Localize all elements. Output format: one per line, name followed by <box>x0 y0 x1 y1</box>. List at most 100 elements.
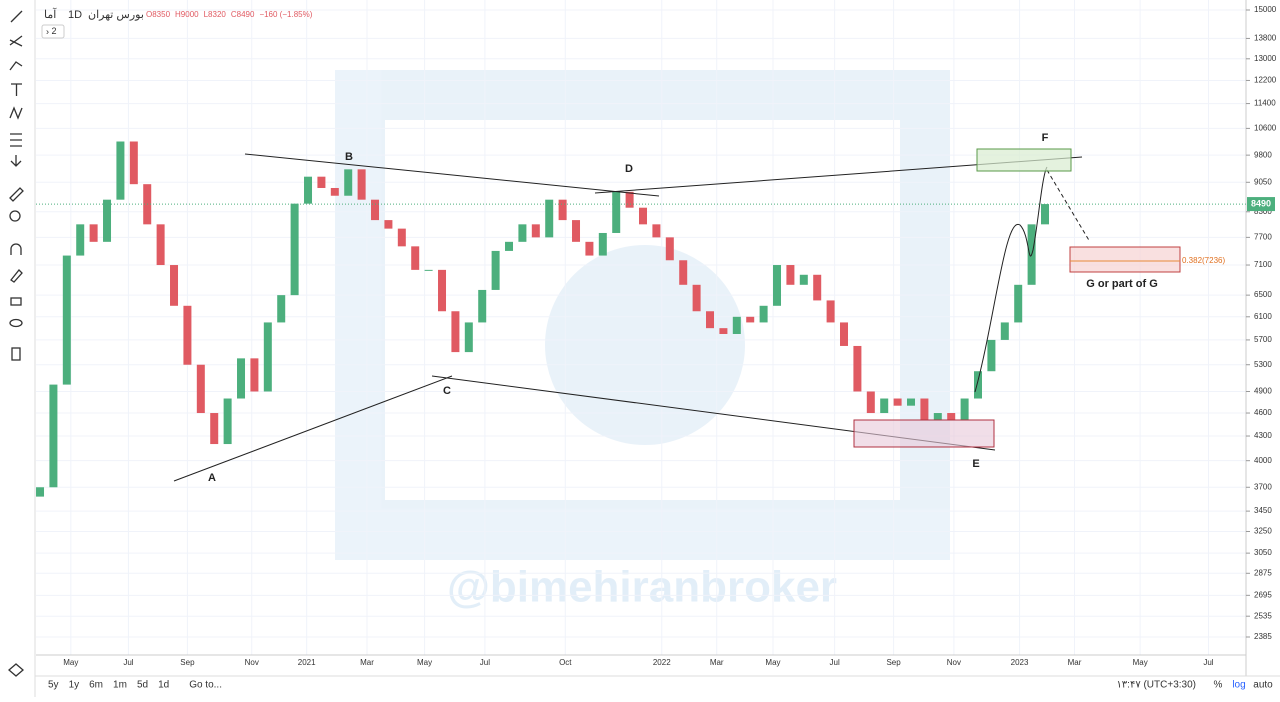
candle <box>317 176 326 188</box>
y-tick-label: 3250 <box>1254 527 1272 536</box>
candle <box>397 228 406 247</box>
x-tick-label: Jul <box>830 658 840 667</box>
x-tick-label: 2023 <box>1011 658 1029 667</box>
y-tick-label: 15000 <box>1254 5 1277 14</box>
candle <box>62 255 71 385</box>
x-tick-label: Jul <box>123 658 133 667</box>
candle <box>250 358 259 392</box>
x-tick-label: Jul <box>1203 658 1213 667</box>
indicator-count-value: 2 <box>52 26 57 36</box>
candle <box>773 265 782 306</box>
candle <box>424 269 433 271</box>
x-tick-label: Mar <box>710 658 724 667</box>
tool-trash[interactable] <box>11 347 21 361</box>
candle <box>531 224 540 238</box>
tool-eye[interactable] <box>9 318 23 328</box>
candle <box>545 199 554 238</box>
tool-brush[interactable] <box>9 61 23 71</box>
range-button[interactable]: 1y <box>69 680 80 691</box>
last-price-label: 8490 <box>1251 198 1271 208</box>
candle <box>893 398 902 406</box>
clock: ۱۳:۴۷ (UTC+3:30) <box>1116 680 1196 691</box>
candle <box>344 169 353 196</box>
x-tick-label: May <box>1133 658 1148 667</box>
watermark-logo <box>335 70 950 560</box>
interval[interactable]: 1D <box>68 9 82 21</box>
tool-line[interactable] <box>10 10 23 23</box>
legend: O8350 H9000 L8320 C8490 −160 (−1.85%) <box>146 10 313 19</box>
tool-ruler[interactable] <box>9 187 24 202</box>
y-tick-label: 5700 <box>1254 335 1272 344</box>
x-tick-label: Nov <box>947 658 961 667</box>
tool-zoom[interactable] <box>9 210 21 222</box>
symbol[interactable]: آما <box>44 8 57 21</box>
legend-value: H9000 <box>175 10 199 19</box>
candle <box>223 398 232 445</box>
wave-label: D <box>625 163 633 175</box>
y-tick-label: 7100 <box>1254 260 1272 269</box>
scale-auto[interactable]: auto <box>1253 680 1273 691</box>
indicator-count[interactable]: › 2 <box>46 26 57 36</box>
candle <box>706 311 715 329</box>
candle <box>933 413 942 421</box>
range-button[interactable]: 1d <box>158 680 169 691</box>
candle <box>612 191 621 233</box>
candle <box>49 384 58 488</box>
candle <box>478 289 487 323</box>
candle <box>1014 284 1023 323</box>
tool-arrow[interactable] <box>10 155 22 167</box>
y-tick-label: 4600 <box>1254 408 1272 417</box>
range-button[interactable]: 1m <box>113 680 127 691</box>
scale-log[interactable]: log <box>1232 680 1245 691</box>
candle <box>625 191 634 208</box>
tool-layers[interactable] <box>8 663 24 677</box>
y-tick-label: 6500 <box>1254 290 1272 299</box>
tool-fib[interactable] <box>9 35 23 47</box>
tool-magnet[interactable] <box>10 243 22 255</box>
tool-measure-group[interactable] <box>10 133 22 147</box>
candle <box>451 311 460 353</box>
y-tick-label: 2535 <box>1254 611 1272 620</box>
y-tick-label: 5300 <box>1254 360 1272 369</box>
range-button[interactable]: Go to... <box>189 680 222 691</box>
x-tick-label: Jul <box>480 658 490 667</box>
wave-label: A <box>208 472 216 484</box>
candle <box>853 345 862 392</box>
candle <box>652 224 661 238</box>
candle <box>732 316 741 334</box>
scale-percent[interactable]: % <box>1214 680 1223 691</box>
candle <box>558 199 567 221</box>
x-tick-label: Mar <box>360 658 374 667</box>
legend-value: O8350 <box>146 10 171 19</box>
fib-box <box>1069 246 1181 273</box>
y-tick-label: 3050 <box>1254 548 1272 557</box>
tool-lock[interactable] <box>10 297 22 306</box>
candle <box>304 176 313 204</box>
candle <box>438 269 447 312</box>
range-button[interactable]: 5y <box>48 680 59 691</box>
y-tick-label: 6100 <box>1254 312 1272 321</box>
x-tick-label: May <box>765 658 780 667</box>
x-tick-label: Sep <box>886 658 901 667</box>
candle <box>129 141 138 185</box>
candle <box>103 199 112 242</box>
candle <box>464 322 473 353</box>
candle <box>156 224 165 266</box>
toolbar-icons <box>8 10 24 677</box>
indicator-toggle[interactable] <box>41 24 65 39</box>
candle <box>36 487 45 497</box>
tool-text[interactable] <box>11 83 22 96</box>
candle <box>585 241 594 256</box>
range-button[interactable]: 6m <box>89 680 103 691</box>
candle <box>170 265 179 306</box>
range-button[interactable]: 5d <box>137 680 148 691</box>
tool-pattern[interactable] <box>9 106 23 120</box>
candle <box>786 265 795 285</box>
candle <box>947 413 956 421</box>
wave-label: E <box>972 458 979 470</box>
watermark-text: @bimehiranbroker <box>447 563 837 612</box>
candle <box>920 398 929 421</box>
candle <box>330 187 339 196</box>
tool-lock-draw[interactable] <box>10 269 23 283</box>
x-tick-label: Nov <box>245 658 259 667</box>
